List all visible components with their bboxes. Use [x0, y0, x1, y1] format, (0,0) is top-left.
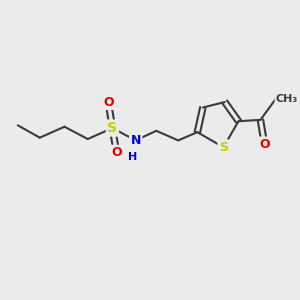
Text: O: O [111, 146, 122, 159]
Text: O: O [103, 95, 114, 109]
Text: S: S [219, 141, 228, 154]
Text: O: O [259, 138, 270, 151]
Text: S: S [107, 121, 117, 135]
Text: N: N [130, 134, 141, 147]
Text: H: H [128, 152, 138, 162]
Text: CH₃: CH₃ [275, 94, 298, 104]
